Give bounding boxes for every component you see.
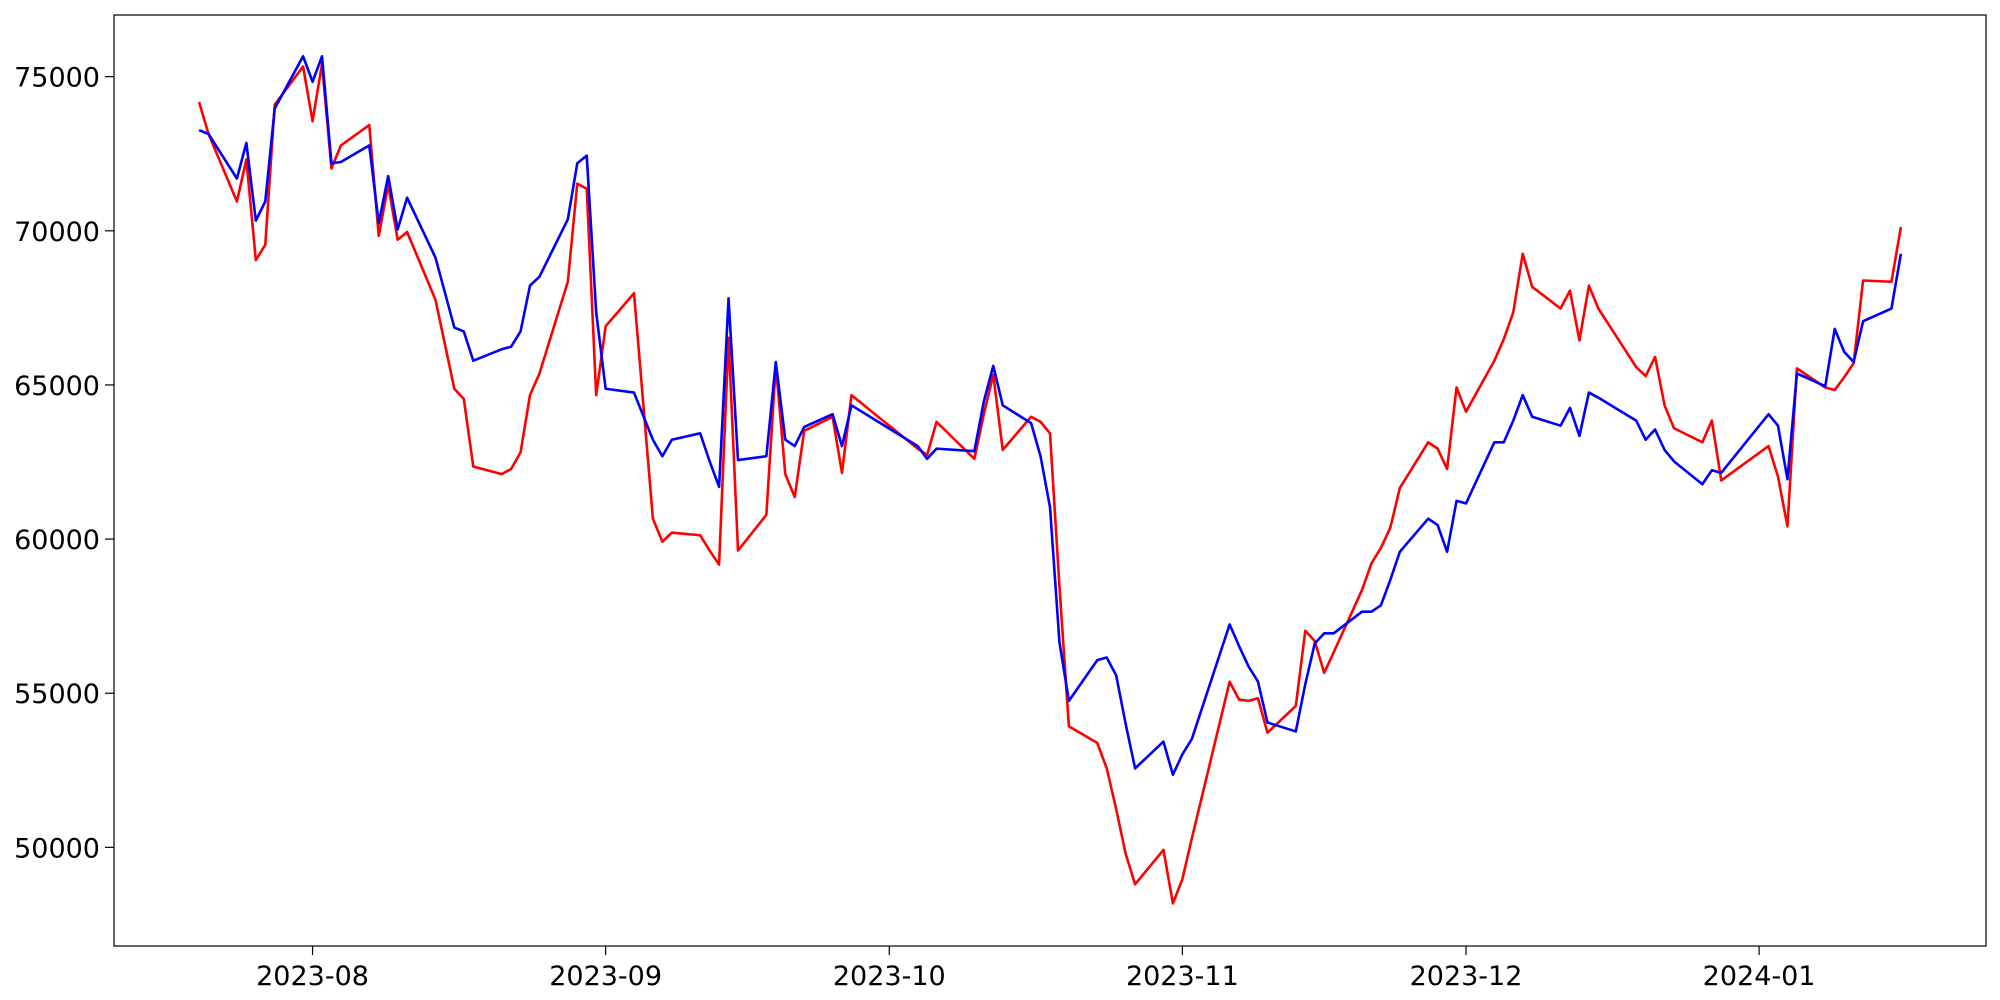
y-tick-label: 70000 <box>14 217 100 248</box>
plot-frame <box>113 14 1987 947</box>
x-tick-label: 2023-09 <box>549 961 662 992</box>
series-line <box>197 62 1903 905</box>
y-tick-label: 50000 <box>14 833 100 864</box>
y-tick-label: 55000 <box>14 679 100 710</box>
x-tick-label: 2023-12 <box>1410 961 1523 992</box>
series-line <box>198 54 1903 777</box>
x-tick-label: 2023-08 <box>256 961 369 992</box>
x-tick-label: 2023-11 <box>1126 961 1239 992</box>
x-tick-label: 2023-10 <box>833 961 946 992</box>
x-tick-label: 2024-01 <box>1703 961 1816 992</box>
y-tick-label: 65000 <box>14 371 100 402</box>
y-tick-label: 75000 <box>14 63 100 94</box>
y-tick-label: 60000 <box>14 525 100 556</box>
